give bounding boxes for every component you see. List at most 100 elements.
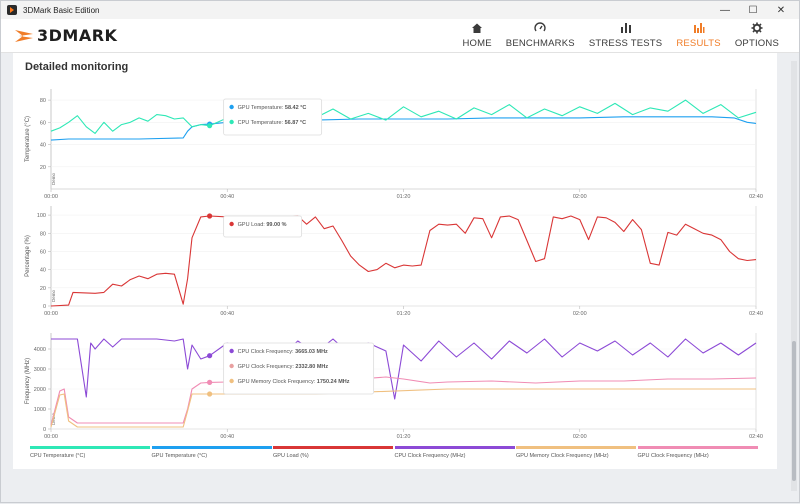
x-tick-label: 02:00 <box>573 194 587 200</box>
title-bar: 3DMark Basic Edition — ☐ ✕ <box>1 1 799 19</box>
tooltip-swatch <box>229 378 234 384</box>
tooltip-box <box>223 215 303 238</box>
y-tick-label: 20 <box>40 165 46 171</box>
hover-point <box>207 379 213 385</box>
nav-options-label: OPTIONS <box>734 38 779 49</box>
minimize-button[interactable]: — <box>720 4 730 16</box>
tooltip-swatch <box>229 104 234 110</box>
demo-marker: Demo <box>51 172 56 185</box>
x-tick-label: 02:00 <box>573 434 587 440</box>
tooltip-box <box>223 98 323 136</box>
x-tick-label: 00:00 <box>44 311 58 317</box>
logo: 3DMARK <box>13 24 117 46</box>
y-axis-label: Percentage (%) <box>25 235 31 277</box>
nav-benchmarks-label: BENCHMARKS <box>505 38 575 49</box>
legend-label: GPU Clock Frequency (MHz) <box>637 453 709 459</box>
y-tick-label: 80 <box>40 98 46 104</box>
x-tick-label: 00:40 <box>220 194 234 200</box>
series-line <box>50 116 757 141</box>
x-tick-label: 00:00 <box>44 194 58 200</box>
legend-label: GPU Memory Clock Frequency (MHz) <box>516 453 609 459</box>
top-navigation: 3DMARK HOME BENCHMARKS STRESS TESTS <box>1 19 799 53</box>
close-button[interactable]: ✕ <box>776 4 786 16</box>
tooltip-row: CPU Temperature: 56.87 °C <box>238 120 306 126</box>
results-icon <box>691 21 707 35</box>
chart-legend: CPU Temperature (°C) GPU Temperature (°C)… <box>30 446 770 466</box>
legend-color-bar <box>394 446 515 449</box>
x-tick-label: 00:00 <box>44 434 58 440</box>
hover-point <box>207 213 213 219</box>
tooltip-row: GPU Temperature: 58.42 °C <box>238 105 307 111</box>
hover-point <box>207 391 213 397</box>
logo-text: 3DMARK <box>37 25 118 45</box>
hover-point <box>207 353 213 359</box>
y-tick-label: 1000 <box>34 407 46 413</box>
y-tick-label: 40 <box>40 268 46 274</box>
y-tick-label: 2000 <box>34 387 46 393</box>
legend-color-bar <box>637 446 758 449</box>
nav-stress-tests-label: STRESS TESTS <box>588 38 663 49</box>
y-tick-label: 60 <box>40 249 46 255</box>
window-title: 3DMark Basic Edition <box>23 5 100 15</box>
y-tick-label: 3000 <box>34 367 46 373</box>
legend-color-bar <box>30 446 150 449</box>
bars-icon <box>618 21 634 35</box>
y-tick-label: 80 <box>40 231 46 237</box>
y-axis-label: Temperature (°C) <box>25 116 31 162</box>
legend-item[interactable]: GPU Temperature (°C) <box>151 446 272 459</box>
y-tick-label: 20 <box>40 286 46 292</box>
series-line <box>50 215 757 307</box>
series-line <box>50 388 756 428</box>
nav-home-label: HOME <box>462 38 492 49</box>
nav-options[interactable]: OPTIONS <box>735 21 779 49</box>
x-tick-label: 02:00 <box>573 311 587 317</box>
tooltip-swatch <box>229 119 234 125</box>
y-tick-label: 0 <box>43 427 46 433</box>
nav-home[interactable]: HOME <box>462 21 492 49</box>
tooltip-row: GPU Memory Clock Frequency: 1750.24 MHz <box>238 379 350 385</box>
hover-point <box>207 123 213 129</box>
nav-stress-tests[interactable]: STRESS TESTS <box>589 21 663 49</box>
tooltip-swatch <box>229 363 234 369</box>
scrollbar-track[interactable] <box>791 61 797 491</box>
x-tick-label: 00:40 <box>220 311 234 317</box>
x-tick-label: 01:20 <box>397 194 411 200</box>
legend-item[interactable]: GPU Clock Frequency (MHz) <box>637 446 758 459</box>
scrollbar-thumb[interactable] <box>792 341 796 481</box>
series-line <box>50 376 757 426</box>
section-title: Detailed monitoring <box>25 61 129 73</box>
y-tick-label: 60 <box>40 120 46 126</box>
legend-item[interactable]: CPU Clock Frequency (MHz) <box>394 446 515 459</box>
legend-label: GPU Load (%) <box>273 453 309 459</box>
demo-marker: Demo <box>51 289 56 302</box>
main-nav: HOME BENCHMARKS STRESS TESTS RESULTS <box>448 21 779 49</box>
y-tick-label: 40 <box>40 143 46 149</box>
legend-color-bar <box>151 446 272 449</box>
gauge-icon <box>532 21 548 35</box>
home-icon <box>469 21 485 35</box>
gear-icon <box>749 21 765 35</box>
tooltip-swatch <box>229 221 234 227</box>
legend-label: GPU Temperature (°C) <box>151 453 208 459</box>
logo-mark-icon <box>15 30 33 42</box>
legend-item[interactable]: GPU Load (%) <box>273 446 393 459</box>
maximize-button[interactable]: ☐ <box>748 4 758 16</box>
x-tick-label: 02:40 <box>749 311 763 317</box>
legend-label: CPU Clock Frequency (MHz) <box>394 453 466 459</box>
app-icon <box>7 5 17 15</box>
nav-results-label: RESULTS <box>676 38 721 49</box>
tooltip-swatch <box>229 348 234 354</box>
tooltip-row: CPU Clock Frequency: 3665.03 MHz <box>238 349 328 355</box>
legend-item[interactable]: GPU Memory Clock Frequency (MHz) <box>516 446 636 459</box>
series-line <box>50 99 757 134</box>
nav-benchmarks[interactable]: BENCHMARKS <box>506 21 575 49</box>
y-tick-label: 0 <box>43 304 46 310</box>
nav-results[interactable]: RESULTS <box>676 21 721 49</box>
legend-color-bar <box>516 446 636 449</box>
x-tick-label: 01:20 <box>397 434 411 440</box>
legend-label: CPU Temperature (°C) <box>30 453 86 459</box>
legend-item[interactable]: CPU Temperature (°C) <box>30 446 150 459</box>
legend-color-bar <box>273 446 393 449</box>
